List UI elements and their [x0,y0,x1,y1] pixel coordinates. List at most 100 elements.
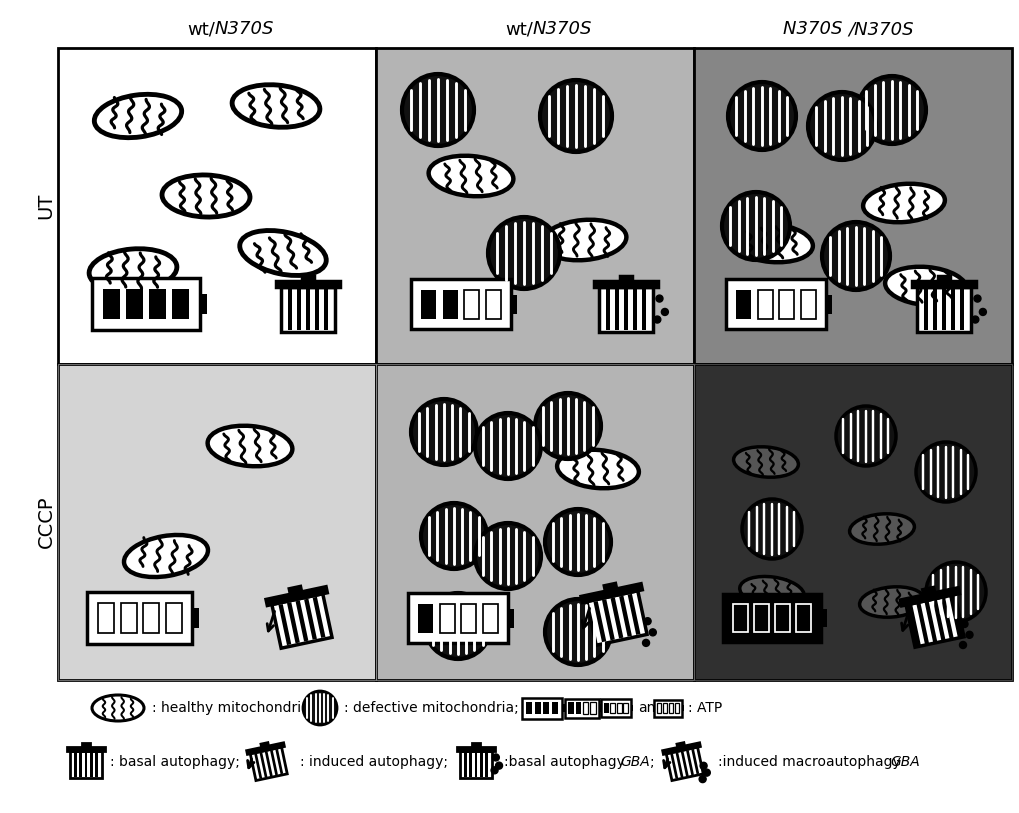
Bar [254,754,262,779]
Text: : ATP: : ATP [688,701,721,715]
Bar [920,602,932,642]
Text: : defective mitochondria;: : defective mitochondria; [343,701,519,715]
Bar [916,288,970,332]
Bar [88,592,193,644]
Bar [250,747,287,780]
Bar [297,289,301,330]
Bar [631,705,633,711]
Bar [598,704,600,711]
Ellipse shape [544,599,610,665]
Bar [313,597,325,638]
Bar [601,599,614,641]
Bar [193,608,199,628]
Text: CCCP: CCCP [37,496,55,548]
Bar [551,702,557,714]
Text: UT: UT [37,193,55,220]
Ellipse shape [421,503,486,569]
Bar [693,48,1011,364]
Ellipse shape [475,523,540,589]
Ellipse shape [539,80,611,152]
Bar [439,603,454,633]
Ellipse shape [239,231,326,276]
Bar [677,742,684,747]
Bar [411,279,511,329]
Text: GBA: GBA [890,755,919,769]
Circle shape [978,308,985,315]
Ellipse shape [425,593,490,659]
Bar [265,751,272,776]
Bar [941,289,946,330]
Bar [603,584,616,591]
Bar [665,747,702,780]
Bar [693,364,1011,680]
Ellipse shape [544,509,610,575]
Bar [315,289,319,330]
Bar [774,604,790,632]
Bar [70,750,102,778]
Ellipse shape [807,92,875,160]
Bar [474,752,477,777]
Bar [58,364,376,680]
Ellipse shape [89,249,176,291]
Bar [583,702,588,714]
Bar [464,289,479,319]
Circle shape [643,618,650,624]
Bar [779,289,794,319]
Bar [568,702,573,714]
Text: wt/: wt/ [186,20,215,38]
Bar [98,603,114,633]
Bar [945,598,957,637]
Bar [736,289,751,319]
Ellipse shape [925,562,985,622]
Text: : basal autophagy;: : basal autophagy; [110,755,239,769]
Ellipse shape [475,413,540,479]
Bar [58,48,376,364]
Bar [376,48,693,364]
Bar [79,752,82,777]
Bar [92,278,200,330]
Bar [686,750,693,776]
Text: wt/: wt/ [504,20,533,38]
Bar [200,294,207,314]
Bar [464,752,466,777]
Bar [795,604,810,632]
Bar [619,596,632,637]
Bar [304,598,317,640]
Text: :induced macroautophagy: :induced macroautophagy [717,755,904,769]
Bar [534,702,540,714]
Text: ;: ; [649,755,654,769]
Text: GBA: GBA [620,755,649,769]
Bar [103,289,119,319]
Bar [408,593,507,643]
Bar [675,703,679,713]
Ellipse shape [411,399,477,465]
Bar [272,593,332,648]
Bar [624,289,628,330]
Ellipse shape [92,695,144,721]
Bar [911,281,975,288]
Text: N370S: N370S [783,20,847,38]
Bar [418,603,433,633]
Bar [641,289,646,330]
Bar [675,752,683,777]
Bar [726,279,825,329]
Bar [593,601,605,642]
Bar [653,699,682,716]
Circle shape [490,767,497,774]
Bar [656,703,660,713]
Text: ,: , [603,701,607,715]
Bar [165,603,181,633]
Bar [922,289,927,330]
Ellipse shape [731,224,812,263]
Ellipse shape [884,267,966,305]
Circle shape [699,763,706,769]
Bar [632,289,637,330]
Circle shape [959,641,966,649]
Bar [526,702,532,714]
Ellipse shape [836,406,895,466]
Ellipse shape [303,691,336,725]
Text: N370S: N370S [215,20,274,38]
Bar [616,702,621,713]
Ellipse shape [862,184,944,222]
Bar [421,289,436,319]
